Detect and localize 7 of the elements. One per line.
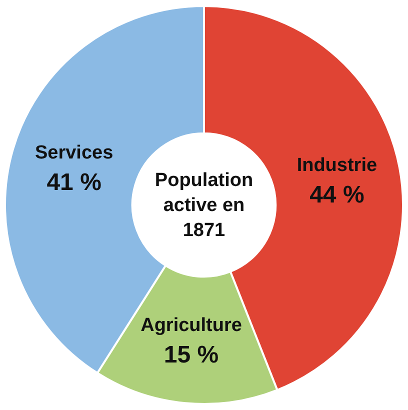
slice-label: Services	[34, 142, 114, 164]
text: Population active en 1871	[154, 168, 254, 242]
data-label: 15 %	[164, 341, 219, 368]
data-label: 44 %	[310, 181, 364, 208]
data-label: 41 %	[46, 168, 102, 196]
slice-label: Industrie	[296, 154, 378, 176]
slice-label: Agriculture	[140, 314, 242, 336]
